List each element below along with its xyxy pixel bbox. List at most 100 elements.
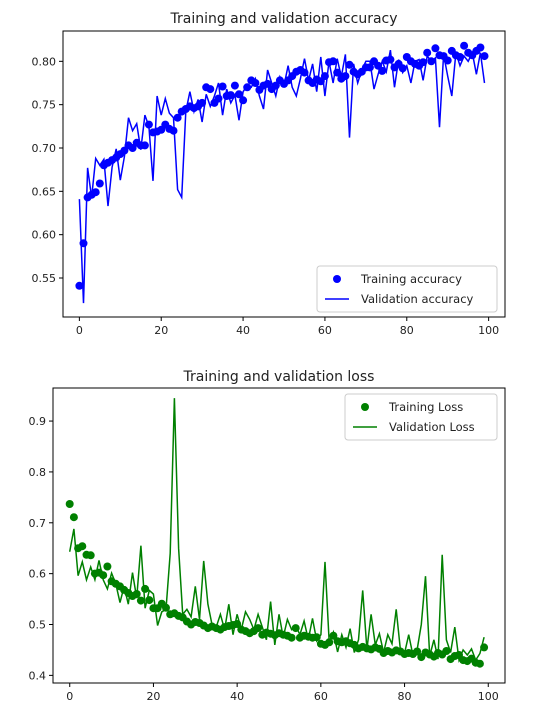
- data-point: [287, 633, 296, 642]
- data-point: [79, 239, 88, 248]
- data-point: [413, 647, 422, 656]
- x-tick-label: 80: [400, 324, 414, 337]
- data-point: [312, 633, 321, 642]
- legend-label: Validation Loss: [389, 420, 475, 434]
- y-tick-label: 0.5: [29, 619, 47, 632]
- data-point: [431, 44, 440, 53]
- data-point: [86, 551, 95, 560]
- data-point: [233, 620, 242, 628]
- data-point: [251, 79, 260, 87]
- data-point: [144, 120, 153, 129]
- plot-frame: [52, 387, 506, 684]
- y-tick-label: 0.6: [29, 568, 47, 581]
- plot-frame: [62, 30, 506, 318]
- chart-title: Training and validation accuracy: [169, 11, 397, 27]
- y-tick-label: 0.80: [32, 55, 57, 68]
- data-point: [239, 96, 248, 105]
- data-point: [235, 90, 243, 99]
- data-point: [95, 179, 104, 188]
- x-tick-label: 20: [146, 690, 160, 703]
- legend: Training Loss Validation Loss: [344, 393, 498, 441]
- legend-label: Validation accuracy: [361, 292, 474, 306]
- data-point: [398, 64, 407, 73]
- data-point: [254, 624, 263, 633]
- x-tick-label: 100: [478, 324, 499, 337]
- data-point: [480, 52, 489, 61]
- data-point: [291, 624, 300, 633]
- data-point: [173, 113, 182, 122]
- data-point: [386, 55, 395, 64]
- data-point: [65, 500, 74, 508]
- data-point: [141, 584, 150, 593]
- data-point: [378, 66, 387, 75]
- data-point: [226, 91, 235, 100]
- data-point: [320, 72, 329, 81]
- y-tick-label: 0.75: [32, 99, 57, 112]
- y-tick-label: 0.7: [29, 517, 47, 530]
- data-point: [214, 94, 223, 103]
- legend: Training accuracy Validation accuracy: [316, 265, 498, 313]
- legend-box: [316, 265, 498, 313]
- data-point: [419, 58, 428, 67]
- x-tick-label: 40: [236, 324, 250, 337]
- data-point: [103, 562, 112, 571]
- data-point: [75, 281, 84, 290]
- data-point: [162, 603, 170, 612]
- x-tick-label: 20: [154, 324, 168, 337]
- data-point: [300, 68, 309, 77]
- data-point: [460, 41, 469, 50]
- chart-loss: Training and validation loss 0 20 40 60 80 100…: [29, 369, 506, 703]
- data-point: [329, 57, 338, 66]
- data-point: [341, 72, 350, 81]
- x-tick-label: 0: [66, 690, 73, 703]
- x-tick-label: 80: [398, 690, 412, 703]
- data-point: [69, 513, 78, 522]
- data-point: [423, 48, 432, 57]
- x-tick-label: 60: [314, 690, 328, 703]
- data-point: [476, 43, 485, 52]
- y-tick-label: 0.8: [29, 466, 47, 479]
- chart-title: Training and validation loss: [183, 369, 375, 385]
- chart-accuracy: Training and validation accuracy 0 20 40 60 8…: [32, 11, 506, 337]
- data-point: [132, 590, 141, 598]
- data-point: [230, 81, 239, 90]
- y-tick-label: 0.60: [32, 229, 57, 242]
- data-point: [243, 83, 252, 92]
- data-point: [333, 68, 342, 77]
- data-point: [443, 56, 452, 65]
- data-point: [480, 643, 489, 652]
- data-point: [442, 647, 451, 655]
- data-point: [475, 659, 484, 668]
- data-point: [145, 596, 154, 605]
- legend-box: [344, 393, 498, 441]
- legend-marker: [333, 275, 341, 283]
- series-line-validation-accuracy: [78, 49, 486, 304]
- legend-marker: [361, 403, 369, 411]
- y-tick-label: 0.70: [32, 142, 57, 155]
- x-tick-label: 0: [76, 324, 83, 337]
- data-point: [218, 82, 227, 91]
- data-point: [206, 85, 215, 94]
- data-point: [169, 126, 178, 135]
- data-point: [99, 571, 108, 580]
- data-point: [91, 188, 100, 197]
- x-tick-label: 100: [478, 690, 499, 703]
- data-point: [325, 638, 334, 647]
- y-tick-label: 0.9: [29, 415, 47, 428]
- x-tick-label: 60: [318, 324, 332, 337]
- data-point: [136, 596, 145, 605]
- x-tick-label: 40: [230, 690, 244, 703]
- data-point: [140, 141, 149, 150]
- y-tick-label: 0.65: [32, 185, 57, 198]
- data-point: [345, 60, 354, 69]
- data-point: [365, 63, 374, 72]
- legend-label: Training Loss: [388, 400, 463, 414]
- data-point: [78, 542, 87, 551]
- data-point: [329, 631, 338, 640]
- data-point: [456, 53, 464, 61]
- data-point: [198, 98, 207, 107]
- y-tick-label: 0.55: [32, 272, 57, 285]
- legend-label: Training accuracy: [360, 272, 462, 286]
- y-tick-label: 0.4: [29, 669, 47, 682]
